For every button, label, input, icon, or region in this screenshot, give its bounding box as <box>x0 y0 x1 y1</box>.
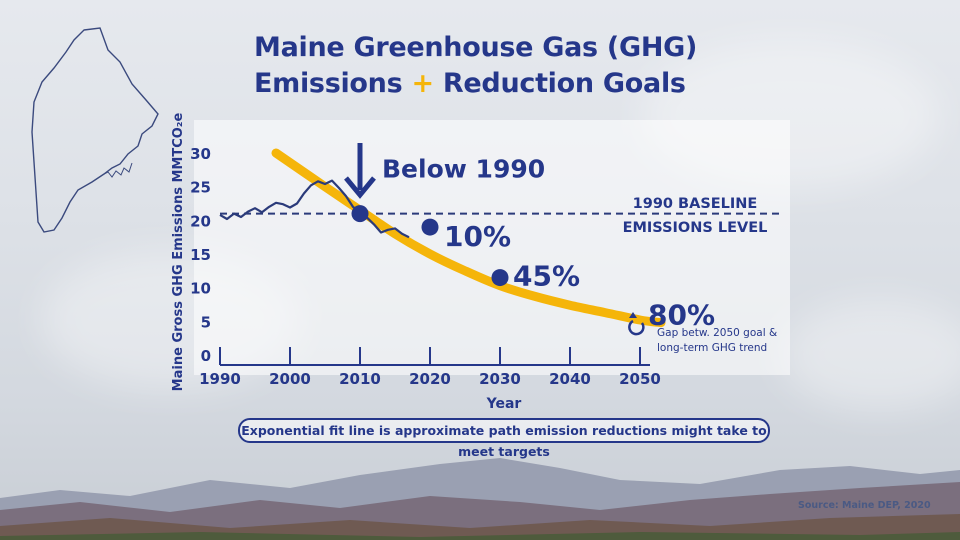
y-ticks: 0 5 10 15 20 25 30 <box>190 145 211 365</box>
gap-annotation-line-2: long-term GHG trend <box>657 342 768 354</box>
title-line-1: Maine Greenhouse Gas (GHG) <box>254 32 698 63</box>
y-tick-label: 5 <box>201 313 211 331</box>
cloud <box>780 300 960 410</box>
y-tick-label: 15 <box>190 246 211 264</box>
y-axis-label: Maine Gross GHG Emissions MMTCO₂e <box>171 113 186 392</box>
x-ticks: 1990 2000 2010 2020 2030 2040 2050 <box>199 347 661 388</box>
y-tick-label: 0 <box>201 347 211 365</box>
x-tick-label: 2020 <box>409 370 451 388</box>
gap-arrow-icon <box>628 312 645 336</box>
target-point <box>421 218 439 236</box>
title-line-2b: Reduction Goals <box>442 68 686 99</box>
chart-title: Maine Greenhouse Gas (GHG) Emissions + R… <box>254 30 697 102</box>
x-axis-label: Year <box>486 396 522 412</box>
baseline-label-line-1: 1990 BASELINE <box>633 196 758 212</box>
y-tick-label: 10 <box>190 280 211 298</box>
x-tick-label: 2010 <box>339 370 381 388</box>
target-point <box>351 205 369 223</box>
target-markers: Below 1990 10%45% 80% <box>351 155 715 332</box>
x-tick-label: 2000 <box>269 370 311 388</box>
down-arrow-icon <box>344 143 376 199</box>
title-line-2a: Emissions <box>254 68 403 99</box>
mountain-range <box>0 458 960 540</box>
x-tick-label: 1990 <box>199 370 241 388</box>
y-tick-label: 30 <box>190 145 211 163</box>
footnote: Exponential fit line is approximate path… <box>238 418 770 459</box>
historical-emissions-line <box>219 179 410 239</box>
target-point <box>491 269 509 287</box>
x-tick-label: 2030 <box>479 370 521 388</box>
x-tick-label: 2040 <box>549 370 591 388</box>
baseline-label-line-2: EMISSIONS LEVEL <box>623 220 768 236</box>
target-label: Below 1990 <box>382 155 545 184</box>
target-label: 10% <box>444 220 511 253</box>
maine-state-outline <box>31 27 159 233</box>
plus-icon: + <box>411 68 434 99</box>
gap-annotation-line-1: Gap betw. 2050 goal & <box>657 327 778 339</box>
x-tick-label: 2050 <box>619 370 661 388</box>
target-label: 80% <box>648 299 715 332</box>
target-label: 45% <box>513 260 580 293</box>
y-tick-label: 25 <box>190 179 211 197</box>
gap-annotation: Gap betw. 2050 goal & long-term GHG tren… <box>657 326 797 356</box>
y-tick-label: 20 <box>190 212 211 230</box>
source-credit: Source: Maine DEP, 2020 <box>798 500 931 511</box>
